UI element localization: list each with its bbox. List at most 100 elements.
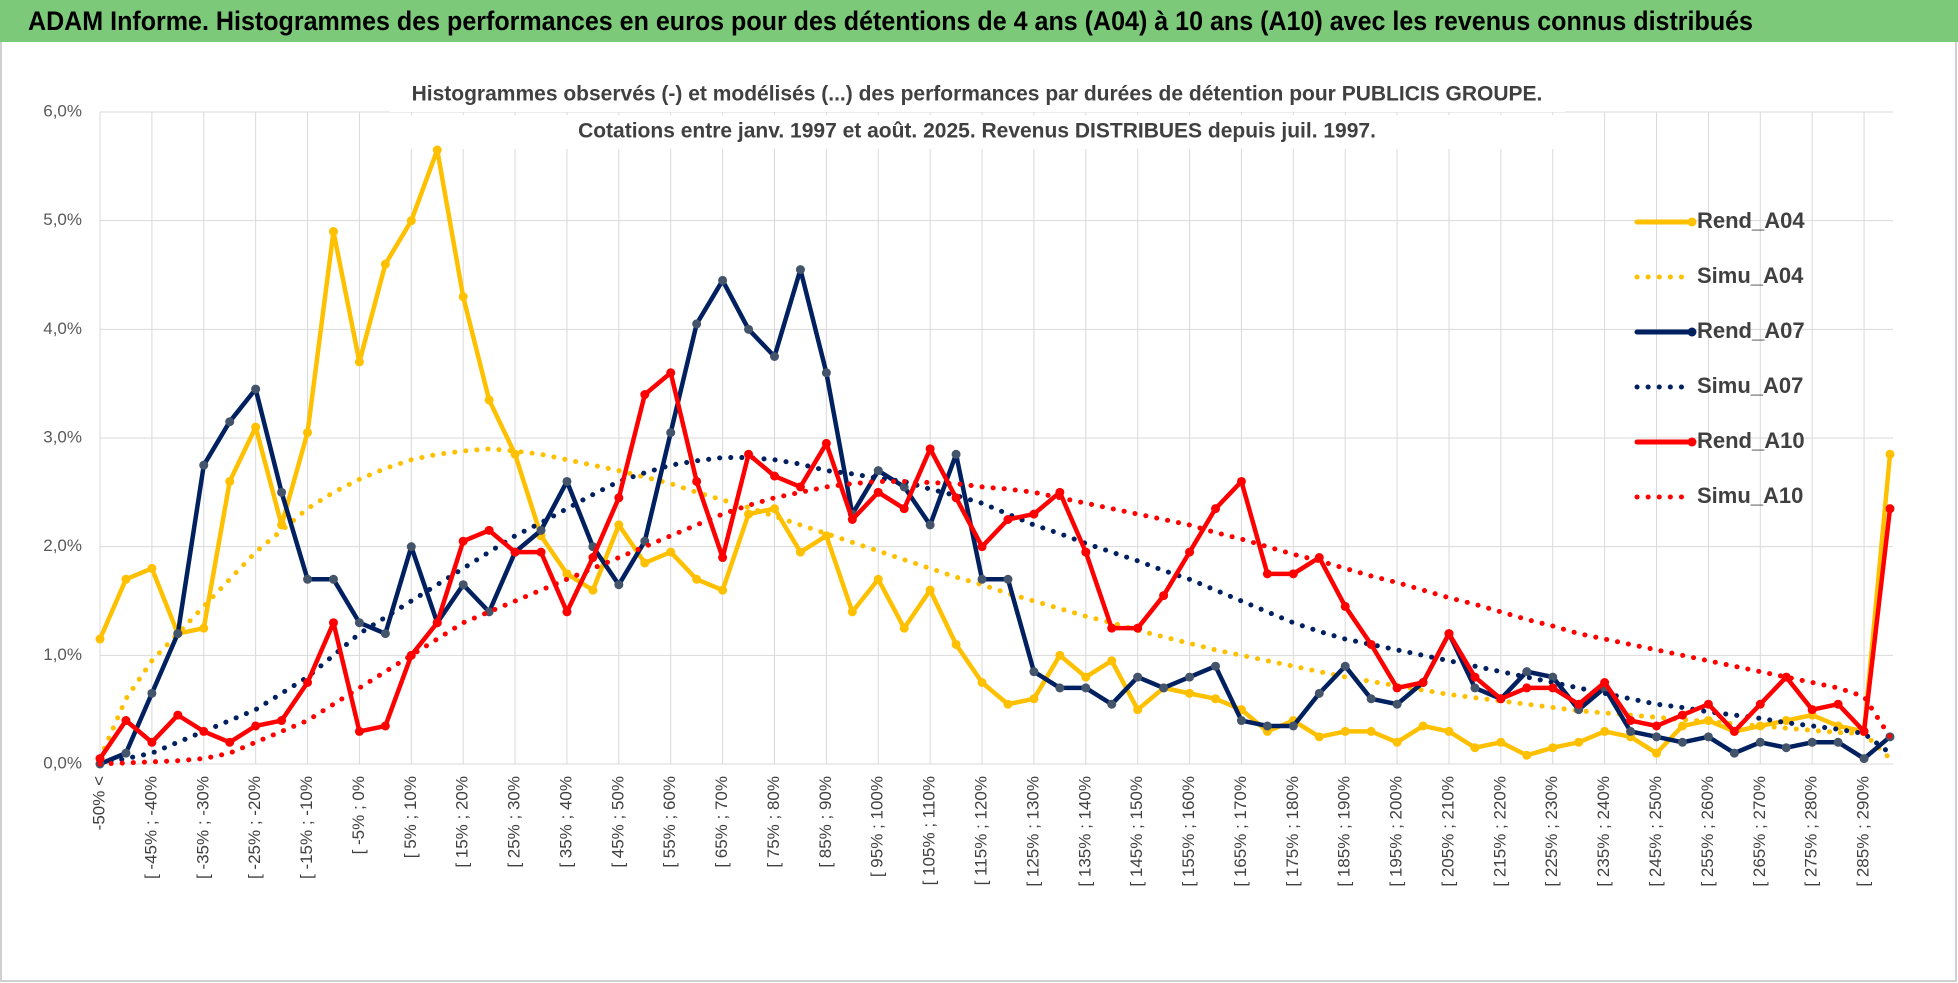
y-tick-label: 0,0% bbox=[43, 753, 82, 772]
series-marker bbox=[328, 574, 338, 584]
series-marker bbox=[458, 580, 468, 590]
series-marker bbox=[1548, 683, 1558, 693]
series-marker bbox=[1677, 710, 1687, 720]
series-marker bbox=[1392, 699, 1402, 709]
series-marker bbox=[1574, 699, 1584, 709]
series-marker bbox=[173, 710, 183, 720]
series-marker bbox=[121, 748, 131, 758]
y-tick-label: 4,0% bbox=[43, 319, 82, 338]
x-tick-label: [ 5% ; 10% bbox=[401, 776, 420, 858]
series-marker bbox=[795, 482, 805, 492]
series-marker bbox=[666, 547, 676, 557]
series-marker bbox=[1807, 705, 1817, 715]
x-tick-label: [ -35% ; -30% bbox=[193, 776, 212, 879]
series-marker bbox=[873, 487, 883, 497]
series-marker bbox=[1185, 547, 1195, 557]
series-marker bbox=[484, 525, 494, 535]
series-marker bbox=[1703, 699, 1713, 709]
series-marker bbox=[277, 716, 287, 726]
series-marker bbox=[380, 721, 390, 731]
series-marker bbox=[1677, 737, 1687, 747]
series-marker bbox=[1029, 667, 1039, 677]
x-tick-label: [ 175% ; 180% bbox=[1283, 776, 1302, 887]
series-marker bbox=[380, 259, 390, 269]
series-marker bbox=[251, 721, 261, 731]
series-marker bbox=[1522, 683, 1532, 693]
series-marker bbox=[432, 145, 442, 155]
series-marker bbox=[718, 553, 728, 563]
series-marker bbox=[769, 504, 779, 514]
series-marker bbox=[1055, 487, 1065, 497]
series-marker bbox=[925, 585, 935, 595]
series-marker bbox=[614, 520, 624, 530]
legend-label: Simu_A07 bbox=[1697, 373, 1803, 398]
series-marker bbox=[1522, 750, 1532, 760]
series-marker bbox=[1548, 672, 1558, 682]
series-marker bbox=[562, 607, 572, 617]
x-tick-label: [ 265% ; 270% bbox=[1750, 776, 1769, 887]
x-tick-label: [ 45% ; 50% bbox=[608, 776, 627, 868]
series-marker bbox=[251, 384, 261, 394]
subtitle-background bbox=[390, 115, 1565, 149]
series-marker bbox=[251, 422, 261, 432]
series-marker bbox=[1444, 726, 1454, 736]
series-marker bbox=[1236, 716, 1246, 726]
series-marker bbox=[1418, 721, 1428, 731]
x-tick-label: [ 225% ; 230% bbox=[1542, 776, 1561, 887]
series-line bbox=[97, 147, 1893, 758]
series-marker bbox=[821, 531, 831, 541]
x-tick-label: [ 105% ; 110% bbox=[920, 776, 939, 885]
series-marker bbox=[899, 623, 909, 633]
series-marker bbox=[95, 634, 105, 644]
series-marker bbox=[562, 569, 572, 579]
series-marker bbox=[640, 390, 650, 400]
series-marker bbox=[1262, 721, 1272, 731]
series-marker bbox=[1470, 672, 1480, 682]
series-marker bbox=[795, 547, 805, 557]
series-marker bbox=[1081, 547, 1091, 557]
x-tick-label: [ 275% ; 280% bbox=[1802, 776, 1821, 887]
series-marker bbox=[873, 574, 883, 584]
series-marker bbox=[1185, 672, 1195, 682]
legend-marker bbox=[1687, 437, 1697, 447]
series-marker bbox=[951, 639, 961, 649]
series-marker bbox=[199, 623, 209, 633]
x-tick-label: [ 115% ; 120% bbox=[972, 776, 991, 885]
legend-label: Simu_A04 bbox=[1697, 263, 1804, 288]
series-marker bbox=[1781, 672, 1791, 682]
subtitle: Cotations entre janv. 1997 et août. 2025… bbox=[578, 120, 1376, 143]
series-marker bbox=[303, 574, 313, 584]
series-line bbox=[97, 267, 1893, 767]
series-marker bbox=[1626, 726, 1636, 736]
series-marker bbox=[614, 493, 624, 503]
series-marker bbox=[1781, 716, 1791, 726]
x-tick-label: [ 185% ; 190% bbox=[1335, 776, 1354, 887]
x-tick-label: [ 55% ; 60% bbox=[660, 776, 679, 868]
series-marker bbox=[147, 563, 157, 573]
series-marker bbox=[1159, 591, 1169, 601]
series-marker bbox=[1392, 683, 1402, 693]
series-marker bbox=[1340, 726, 1350, 736]
series-marker bbox=[795, 265, 805, 275]
chart-title: ADAM Informe. Histogrammes des performan… bbox=[28, 6, 1753, 36]
subtitle: Histogrammes observés (-) et modélisés (… bbox=[412, 83, 1543, 106]
series-marker bbox=[354, 618, 364, 628]
series-marker bbox=[1574, 737, 1584, 747]
series-marker bbox=[1288, 569, 1298, 579]
series-marker bbox=[225, 417, 235, 427]
series-marker bbox=[1755, 699, 1765, 709]
series-marker bbox=[173, 629, 183, 639]
series-marker bbox=[1211, 661, 1221, 671]
series-marker bbox=[821, 438, 831, 448]
series-marker bbox=[1029, 694, 1039, 704]
series-marker bbox=[1288, 721, 1298, 731]
y-tick-label: 3,0% bbox=[43, 427, 82, 446]
series-marker bbox=[1262, 569, 1272, 579]
series-marker bbox=[951, 493, 961, 503]
series-marker bbox=[1652, 721, 1662, 731]
series-marker bbox=[977, 678, 987, 687]
x-tick-label: [ 235% ; 240% bbox=[1594, 776, 1613, 887]
series-marker bbox=[1833, 737, 1843, 747]
series-line bbox=[97, 478, 1893, 767]
series-marker bbox=[380, 629, 390, 639]
